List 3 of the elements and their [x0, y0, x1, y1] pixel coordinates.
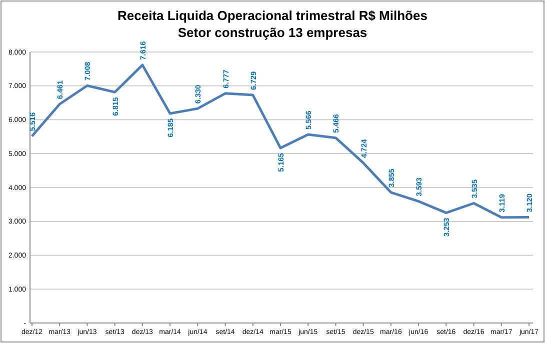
line-series: [30, 64, 530, 219]
chart-subtitle: Setor construção 13 empresas: [178, 25, 368, 40]
chart-title: Receita Liquida Operacional trimestral R$ Milhões: [118, 8, 428, 23]
